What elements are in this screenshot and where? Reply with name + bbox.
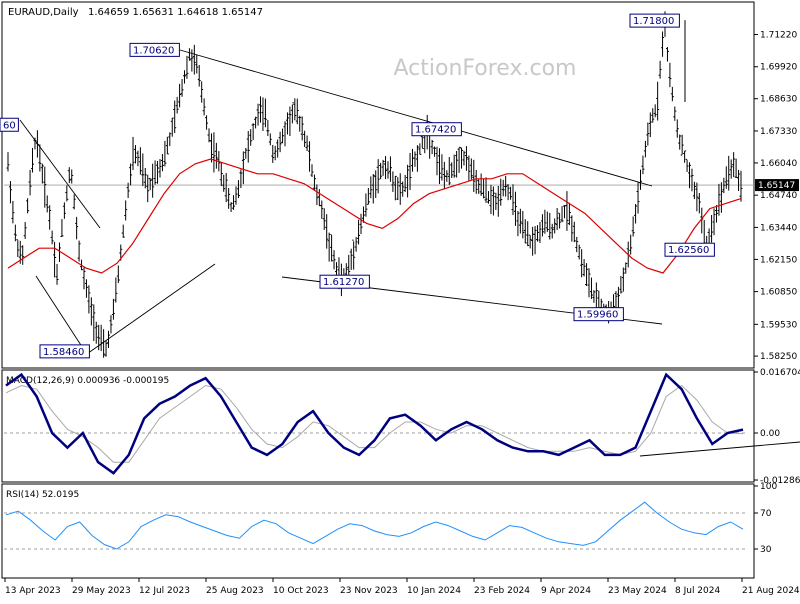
rsi-series [4, 501, 745, 550]
price-tick-label: 1.58250 [760, 352, 797, 362]
price-annotation-box [319, 274, 370, 289]
trendline [35, 275, 89, 357]
price-tick-label: 1.67330 [760, 127, 797, 137]
price-annotation-label: 1.67420 [415, 125, 456, 136]
x-tick-label: 13 Apr 2023 [5, 586, 61, 596]
trendline [179, 49, 653, 187]
macd-tick-label: -0.012869 [760, 476, 800, 486]
x-tick-label: 23 Feb 2024 [474, 586, 530, 596]
price-tick-label: 1.69920 [760, 63, 797, 73]
price-annotation-box [129, 42, 180, 57]
price-tick-label: 1.63440 [760, 223, 797, 233]
sma-line [7, 158, 742, 274]
watermark: ActionForex.com [394, 56, 577, 81]
price-tick-label: 1.60850 [760, 288, 797, 298]
ohlc-label: 1.64659 1.65631 1.64618 1.65147 [88, 7, 263, 18]
current-price-tag [755, 179, 799, 192]
macd-axis: 0.016704 0.00 -0.012869 [754, 368, 800, 486]
price-annotation-box [39, 344, 90, 359]
x-tick-label: 21 Aug 2024 [742, 586, 800, 596]
candles [6, 11, 743, 358]
x-axis: 13 Apr 2023 29 May 2023 12 Jul 2023 25 Aug … [4, 578, 800, 596]
rsi-tick-label: 100 [760, 482, 777, 492]
x-tick-label: 10 Oct 2023 [273, 586, 329, 596]
x-tick-label: 10 Jan 2024 [407, 586, 461, 596]
price-annotation-label: 1.70620 [133, 45, 174, 56]
x-tick-label: 9 Apr 2024 [541, 586, 591, 596]
price-tick-label: 1.68630 [760, 95, 797, 105]
price-annotation-label: 1.62560 [668, 245, 709, 256]
x-tick-label: 29 May 2023 [72, 586, 131, 596]
rsi-tick-label: 30 [760, 545, 772, 555]
symbol-label: EURAUD,Daily [8, 7, 79, 18]
price-annotation-box [411, 122, 462, 137]
x-tick-label: 23 Nov 2023 [340, 586, 398, 596]
annotations: 1.70620 1.58460 1.61270 1.67420 1.59960 1.718… [0, 13, 715, 359]
price-tick-label: 1.64740 [760, 191, 797, 201]
macd-panel-frame [1, 369, 755, 483]
price-tick-label: 1.59530 [760, 320, 797, 330]
price-tick-label: 1.66040 [760, 159, 797, 169]
price-tick-label: 1.62150 [760, 255, 797, 265]
price-annotation-label: 60 [3, 120, 16, 131]
price-annotation-box [573, 307, 624, 322]
macd-tick-label: 0.00 [760, 429, 780, 439]
x-tick-label: 8 Jul 2024 [675, 586, 720, 596]
rsi-tick-label: 70 [760, 509, 772, 519]
rsi-line [5, 501, 744, 550]
x-tick-label: 25 Aug 2023 [206, 586, 264, 596]
current-price-label: 1.65147 [758, 181, 795, 191]
x-tick-label: 23 May 2024 [608, 586, 667, 596]
rsi-axis: 100 70 30 [754, 482, 777, 555]
price-axis: 1.71220 1.69920 1.68630 1.67330 1.66040 1.647… [754, 30, 799, 362]
x-tick-label: 12 Jul 2023 [139, 586, 190, 596]
price-annotation-label: 1.58460 [43, 347, 84, 358]
price-annotation-box [629, 13, 680, 28]
sma-series [7, 158, 742, 274]
trendline [19, 119, 101, 229]
price-annotation-box [0, 117, 19, 132]
macd-series [4, 372, 745, 475]
macd-tick-label: 0.016704 [760, 368, 800, 378]
rsi-panel-frame [1, 483, 755, 579]
macd-line [5, 372, 744, 475]
price-annotation-label: 1.71800 [633, 16, 674, 27]
price-annotation-box [664, 242, 715, 257]
trendline [639, 441, 800, 457]
price-annotation-label: 1.59960 [577, 310, 618, 321]
rsi-label: RSI(14) 52.0195 [6, 490, 79, 500]
macd-label: MACD(12,26,9) 0.000936 -0.000195 [6, 376, 169, 386]
price-tick-label: 1.71220 [760, 30, 797, 40]
price-annotation-label: 1.61270 [323, 277, 364, 288]
